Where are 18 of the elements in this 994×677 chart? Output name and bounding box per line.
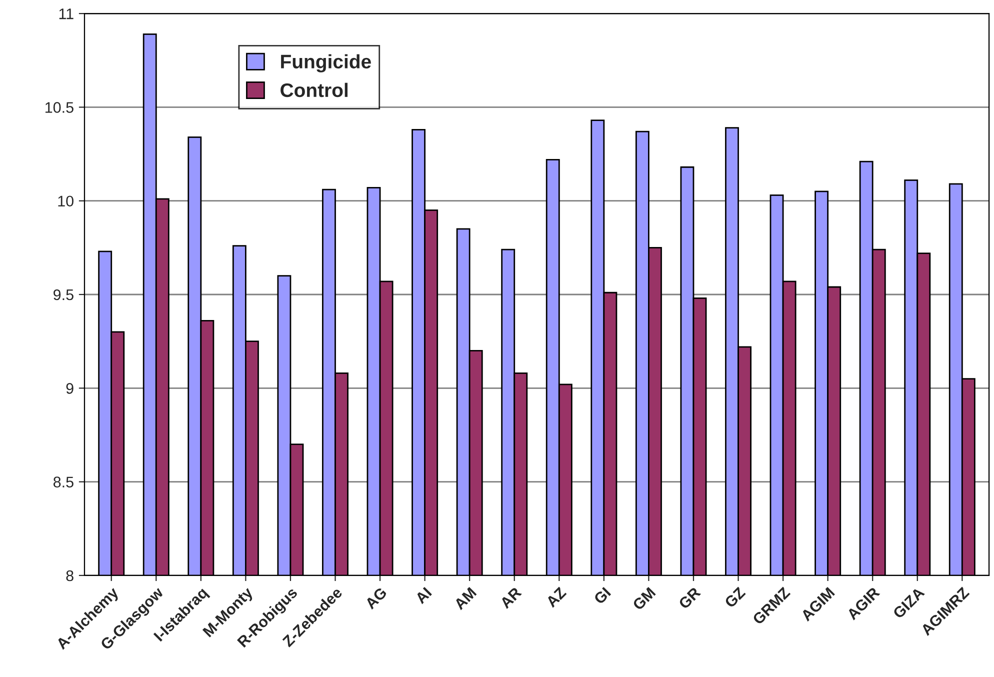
y-tick-label: 9 (66, 383, 74, 394)
y-tick-label: 8.5 (54, 476, 74, 488)
x-tick-label: GI (593, 586, 612, 605)
y-tick-label: 9.5 (54, 289, 74, 300)
x-tick-label: AR (499, 586, 522, 610)
x-tick-label: GM (632, 586, 656, 611)
legend-label: Control (280, 82, 348, 98)
x-tick-label: GZ (724, 586, 746, 608)
x-tick-label: AZ (545, 586, 567, 608)
x-tick-label: AG (364, 586, 388, 610)
x-tick-label: AM (453, 586, 477, 610)
y-tick-label: 10.5 (46, 102, 74, 113)
y-tick-label: 11 (59, 8, 74, 20)
x-tick-label: AI (414, 586, 432, 604)
x-tick-label: GR (678, 586, 702, 610)
y-tick-label: 8 (66, 570, 74, 582)
y-tick-label: 10 (58, 196, 74, 207)
legend-label: Fungicide (281, 54, 371, 72)
